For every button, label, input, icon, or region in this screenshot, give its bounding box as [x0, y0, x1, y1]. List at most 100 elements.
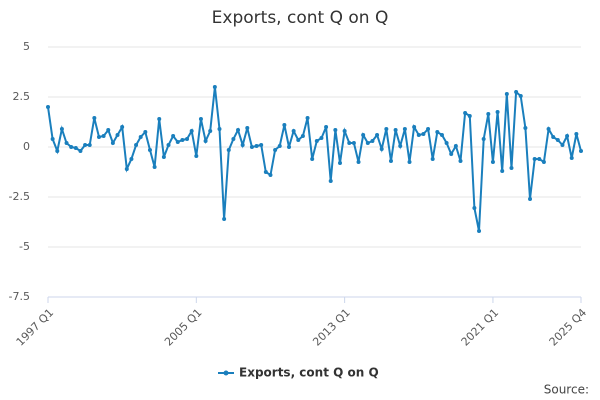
point: [115, 133, 120, 137]
point: [319, 136, 324, 140]
point: [430, 157, 435, 161]
point: [59, 127, 64, 131]
point: [69, 145, 74, 149]
point: [194, 154, 199, 158]
point: [356, 160, 361, 164]
point: [46, 105, 50, 109]
x-tick-label: 2021 Q1: [459, 306, 502, 349]
point: [375, 133, 380, 137]
chart-title: Exports, cont Q on Q: [212, 8, 389, 28]
point: [528, 197, 533, 201]
point: [92, 116, 97, 120]
point: [504, 92, 509, 96]
point: [565, 134, 570, 138]
x-tick-label: 2005 Q1: [162, 306, 205, 349]
point: [541, 160, 546, 164]
point: [236, 128, 241, 132]
point: [240, 143, 245, 147]
point: [268, 173, 273, 177]
point: [101, 134, 106, 138]
series-line: [47, 86, 582, 232]
point: [249, 145, 254, 149]
y-tick-label: 0: [23, 140, 30, 153]
point: [110, 141, 115, 145]
point: [217, 127, 222, 131]
point: [514, 90, 519, 94]
point: [83, 143, 88, 147]
point: [157, 117, 162, 121]
point: [198, 117, 203, 121]
point: [106, 128, 111, 132]
point: [324, 125, 329, 129]
point: [426, 127, 431, 131]
point: [342, 129, 347, 133]
legend-label: Exports, cont Q on Q: [239, 366, 379, 380]
point: [370, 139, 375, 143]
point: [189, 129, 194, 133]
x-tick-label: 1997 Q1: [14, 306, 57, 349]
point: [393, 128, 398, 132]
point: [171, 134, 176, 138]
point: [277, 144, 282, 148]
point: [444, 141, 449, 145]
point: [453, 144, 458, 148]
point: [263, 170, 268, 174]
point: [161, 155, 166, 159]
point: [245, 126, 250, 130]
point: [486, 112, 491, 116]
point: [388, 159, 393, 163]
point: [305, 116, 310, 120]
point: [287, 145, 292, 149]
x-tick-label: 2013 Q1: [310, 306, 353, 349]
point: [458, 159, 463, 163]
point: [546, 127, 551, 131]
point: [129, 157, 134, 161]
y-tick-label: -2.5: [9, 190, 30, 203]
point: [361, 133, 366, 137]
point: [537, 157, 542, 161]
point: [435, 130, 440, 134]
point: [416, 133, 421, 137]
point: [273, 148, 278, 152]
point: [490, 160, 495, 164]
point: [347, 141, 352, 145]
point: [64, 141, 69, 145]
point: [96, 135, 101, 139]
point: [328, 179, 333, 183]
point: [120, 125, 125, 129]
point: [282, 123, 287, 127]
source: Source:: [544, 383, 589, 397]
point: [73, 146, 78, 150]
point: [463, 111, 468, 115]
point: [402, 127, 407, 131]
point: [138, 135, 143, 139]
point: [509, 166, 514, 170]
point: [296, 138, 301, 142]
point: [495, 110, 500, 114]
point: [467, 114, 472, 118]
point: [560, 143, 565, 147]
y-tick-label: 2.5: [13, 90, 31, 103]
point: [384, 127, 389, 131]
point: [147, 148, 152, 152]
point: [185, 137, 190, 141]
point: [365, 141, 370, 145]
point: [333, 128, 338, 132]
point: [124, 167, 129, 171]
point: [518, 94, 523, 98]
point: [449, 152, 454, 156]
point: [291, 129, 296, 133]
point: [259, 143, 264, 147]
point: [166, 143, 171, 147]
point: [180, 138, 185, 142]
point: [398, 144, 403, 148]
y-tick-label: -5: [19, 240, 30, 253]
point: [481, 137, 486, 141]
y-tick-label: 5: [23, 40, 30, 53]
point: [222, 217, 227, 221]
point: [439, 133, 444, 137]
point: [407, 160, 412, 164]
point: [50, 137, 55, 141]
point: [254, 144, 259, 148]
